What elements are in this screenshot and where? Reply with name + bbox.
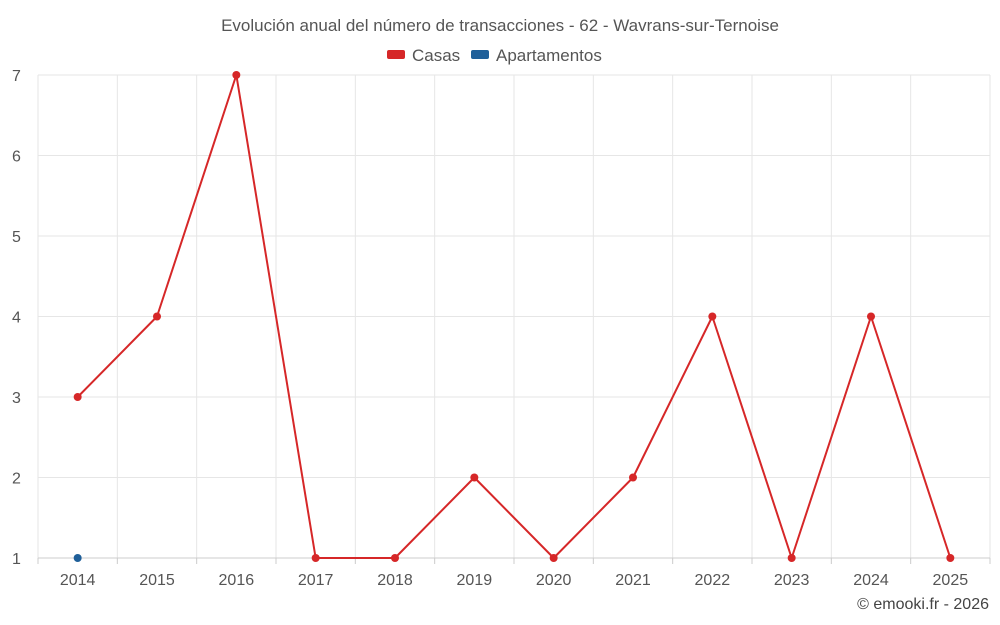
y-tick-label: 5 (12, 229, 21, 246)
y-tick-label: 4 (12, 310, 21, 327)
y-tick-label: 6 (12, 149, 21, 166)
legend: Casas Apartamentos (387, 46, 602, 65)
series-apartamentos (73, 554, 82, 562)
data-point-casas[interactable] (946, 554, 955, 562)
x-tick-label: 2014 (60, 572, 96, 589)
data-point-casas[interactable] (232, 71, 241, 79)
legend-item-casas[interactable]: Casas (387, 46, 460, 65)
credit-text: © emooki.fr - 2026 (857, 596, 989, 613)
data-point-casas[interactable] (73, 393, 82, 401)
data-point-casas[interactable] (153, 312, 161, 321)
chart-title: Evolución anual del número de transaccio… (221, 16, 779, 35)
legend-swatch-apartamentos (471, 50, 489, 59)
legend-item-apartamentos[interactable]: Apartamentos (471, 46, 602, 65)
axes: 1 2 3 4 5 6 7 2014 2015 2016 2017 2018 2019 2020 2021 2… (12, 68, 991, 589)
x-tick-label: 2017 (298, 572, 334, 589)
x-tick-label: 2022 (695, 572, 731, 589)
grid (37, 74, 991, 558)
series-line-casas (76, 74, 952, 559)
legend-label-apartamentos: Apartamentos (496, 46, 602, 65)
data-point-casas[interactable] (391, 554, 399, 562)
data-point-casas[interactable] (549, 554, 558, 562)
x-tick-label: 2021 (615, 572, 651, 589)
x-tick-label: 2024 (853, 572, 889, 589)
data-point-casas[interactable] (787, 554, 796, 562)
y-tick-label: 2 (12, 471, 21, 488)
x-tick-label: 2023 (774, 572, 810, 589)
data-point-casas[interactable] (867, 312, 875, 321)
data-point-casas[interactable] (629, 473, 637, 482)
y-tick-label: 1 (12, 551, 21, 568)
y-tick-label: 7 (12, 68, 21, 85)
legend-swatch-casas (387, 50, 405, 59)
series (73, 71, 955, 562)
x-tick-label: 2016 (219, 572, 255, 589)
data-point-casas[interactable] (311, 554, 320, 562)
series-casas (73, 71, 955, 562)
data-point-apartamentos[interactable] (73, 554, 82, 562)
y-tick-label: 3 (12, 390, 21, 407)
x-tick-label: 2025 (933, 572, 969, 589)
legend-label-casas: Casas (412, 46, 460, 65)
data-point-casas[interactable] (470, 473, 479, 482)
x-tick-label: 2015 (139, 572, 175, 589)
x-tick-label: 2019 (457, 572, 493, 589)
data-point-casas[interactable] (708, 312, 717, 321)
x-tick-label: 2018 (377, 572, 413, 589)
x-tick-label: 2020 (536, 572, 572, 589)
